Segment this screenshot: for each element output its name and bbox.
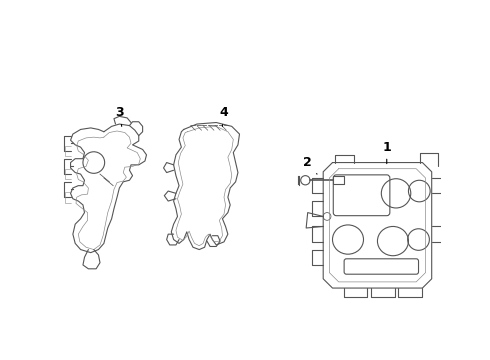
Text: 4: 4: [220, 106, 228, 126]
Text: 1: 1: [382, 141, 391, 164]
Text: 2: 2: [303, 156, 317, 174]
Text: 3: 3: [115, 106, 123, 126]
